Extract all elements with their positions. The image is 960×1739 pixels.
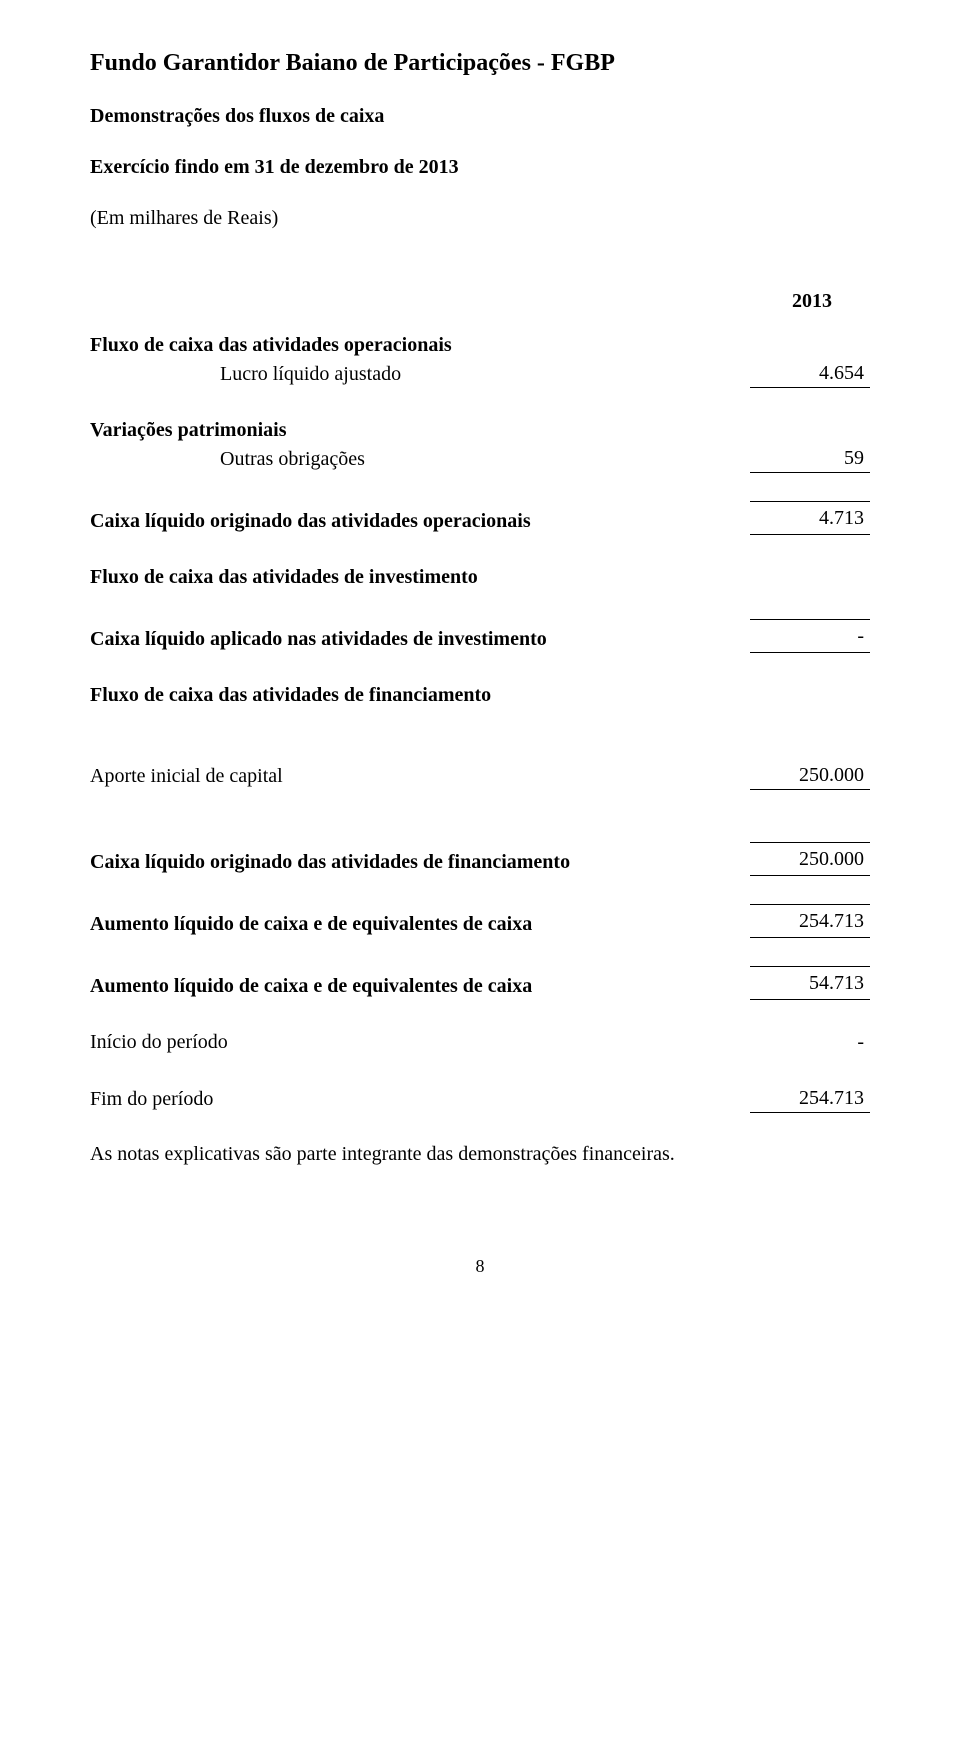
aumento-2-label: Aumento líquido de caixa e de equivalent…	[90, 972, 750, 1000]
document-title: Fundo Garantidor Baiano de Participações…	[90, 50, 870, 77]
lucro-liquido-value: 4.654	[750, 359, 870, 388]
currency-note: (Em milhares de Reais)	[90, 207, 870, 230]
aumento-1-label: Aumento líquido de caixa e de equivalent…	[90, 910, 750, 938]
row-lucro-liquido: Lucro líquido ajustado 4.654	[90, 359, 870, 388]
section-financiamento-header: Fluxo de caixa das atividades de financi…	[90, 681, 870, 709]
caixa-aplicado-inv-label: Caixa líquido aplicado nas atividades de…	[90, 625, 750, 653]
row-aumento-2: Aumento líquido de caixa e de equivalent…	[90, 966, 870, 1000]
fim-label: Fim do período	[90, 1085, 750, 1113]
operating-header-label: Fluxo de caixa das atividades operaciona…	[90, 331, 750, 359]
caixa-originado-op-label: Caixa líquido originado das atividades o…	[90, 507, 750, 535]
aumento-2-value: 54.713	[750, 966, 870, 1000]
aumento-1-value: 254.713	[750, 904, 870, 938]
variacoes-header-label: Variações patrimoniais	[90, 416, 750, 444]
row-caixa-originado-op: Caixa líquido originado das atividades o…	[90, 501, 870, 535]
outras-obrigacoes-label: Outras obrigações	[90, 445, 750, 473]
section-variacoes-header: Variações patrimoniais	[90, 416, 870, 444]
caixa-originado-fin-label: Caixa líquido originado das atividades d…	[90, 848, 750, 876]
investimento-header-label: Fluxo de caixa das atividades de investi…	[90, 563, 750, 591]
year-column-header: 2013	[90, 290, 870, 313]
outras-obrigacoes-value: 59	[750, 444, 870, 473]
row-caixa-aplicado-inv: Caixa líquido aplicado nas atividades de…	[90, 619, 870, 653]
page-number: 8	[90, 1256, 870, 1277]
row-aumento-1: Aumento líquido de caixa e de equivalent…	[90, 904, 870, 938]
row-inicio: Início do período -	[90, 1028, 870, 1056]
row-aporte: Aporte inicial de capital 250.000	[90, 761, 870, 790]
financiamento-header-label: Fluxo de caixa das atividades de financi…	[90, 681, 750, 709]
caixa-originado-op-value: 4.713	[750, 501, 870, 535]
fim-value: 254.713	[750, 1084, 870, 1113]
row-caixa-originado-fin: Caixa líquido originado das atividades d…	[90, 842, 870, 876]
inicio-label: Início do período	[90, 1028, 750, 1056]
period-text: Exercício findo em 31 de dezembro de 201…	[90, 156, 870, 179]
inicio-value: -	[750, 1028, 870, 1056]
aporte-value: 250.000	[750, 761, 870, 790]
statement-title: Demonstrações dos fluxos de caixa	[90, 105, 870, 128]
caixa-originado-fin-value: 250.000	[750, 842, 870, 876]
footer-note: As notas explicativas são parte integran…	[90, 1143, 870, 1166]
section-investimento-header: Fluxo de caixa das atividades de investi…	[90, 563, 870, 591]
row-fim: Fim do período 254.713	[90, 1084, 870, 1113]
lucro-liquido-label: Lucro líquido ajustado	[90, 360, 750, 388]
aporte-label: Aporte inicial de capital	[90, 762, 750, 790]
caixa-aplicado-inv-value: -	[750, 619, 870, 653]
section-operating-header: Fluxo de caixa das atividades operaciona…	[90, 331, 870, 359]
row-outras-obrigacoes: Outras obrigações 59	[90, 444, 870, 473]
